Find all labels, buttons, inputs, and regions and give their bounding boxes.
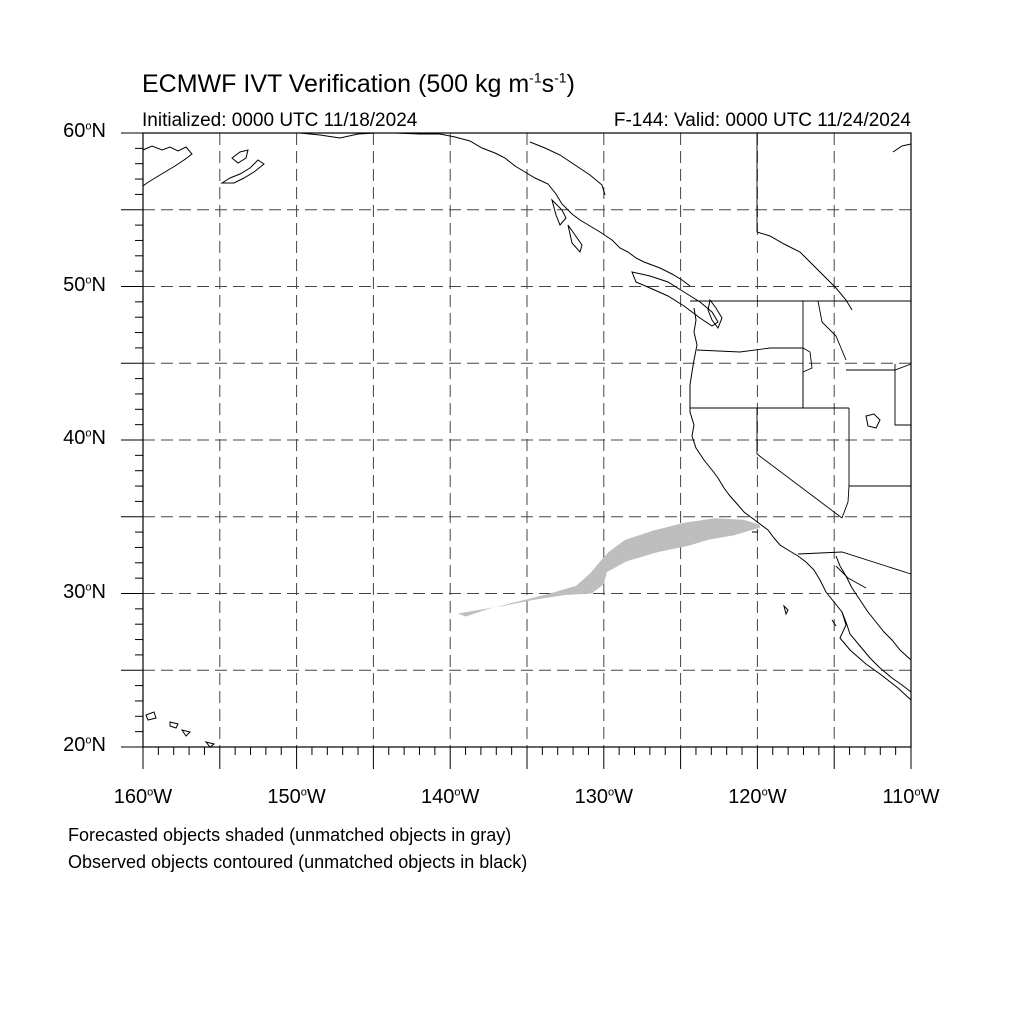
vancouver-island <box>631 271 719 327</box>
channel-islands <box>752 531 837 627</box>
forecast-note: Forecasted objects shaded (unmatched obj… <box>68 825 512 845</box>
chart-title: ECMWF IVT Verification (500 kg m-1s-1) <box>142 69 575 98</box>
panhandle-islands <box>551 198 583 254</box>
great-salt-lake <box>865 413 881 429</box>
lon-label-160w: 160oW <box>113 786 173 808</box>
washington-oregon-border <box>696 347 803 353</box>
nevada-arizona-border <box>841 485 850 519</box>
initialized-label: Initialized: 0000 UTC 11/18/2024 <box>142 110 418 131</box>
us-west-coast <box>689 307 912 693</box>
observed-note: Observed objects contoured (unmatched ob… <box>68 852 528 872</box>
puget-sound <box>707 298 723 330</box>
lon-label-130w: 130oW <box>574 786 633 808</box>
alaska-peninsula-coast <box>142 145 193 187</box>
mexico-mainland-coast <box>839 611 912 701</box>
lat-label-30n: 30oN <box>63 580 106 603</box>
hudson-fragment <box>892 143 912 153</box>
gulf-of-california-coast <box>835 555 912 661</box>
lat-label-40n: 40oN <box>63 427 106 449</box>
lat-lon-grid <box>143 133 911 747</box>
coastlines <box>142 132 912 748</box>
political-borders <box>690 133 912 589</box>
lon-label-140w: 140oW <box>420 786 480 808</box>
lat-label-60n: 60oN <box>63 120 106 142</box>
wyoming-montana-border <box>846 363 912 371</box>
lon-label-110w: 110oW <box>882 786 940 808</box>
alaska-islands <box>220 159 265 184</box>
forecast-ivt-object <box>457 518 761 617</box>
california-nevada-border <box>756 408 843 519</box>
wyoming-box <box>894 364 911 426</box>
lon-label-150w: 150oW <box>267 786 326 808</box>
map-frame <box>142 132 912 748</box>
lat-label-50n: 50oN <box>63 273 106 296</box>
lat-label-20n: 20oN <box>63 734 106 756</box>
us-mexico-border <box>797 551 912 575</box>
map-border <box>142 132 912 748</box>
hawaiian-islands <box>145 711 216 748</box>
canada-interior-border <box>756 231 853 311</box>
montana-idaho-border <box>817 300 847 361</box>
arizona-border-jog <box>835 565 867 589</box>
axis-ticks <box>121 132 912 769</box>
kodiak-island <box>231 149 249 164</box>
lon-label-120w: 120oW <box>728 786 787 808</box>
canada-border-nw <box>529 141 606 196</box>
valid-time-label: F-144: Valid: 0000 UTC 11/24/2024 <box>613 110 911 131</box>
oregon-idaho-border <box>802 347 813 408</box>
